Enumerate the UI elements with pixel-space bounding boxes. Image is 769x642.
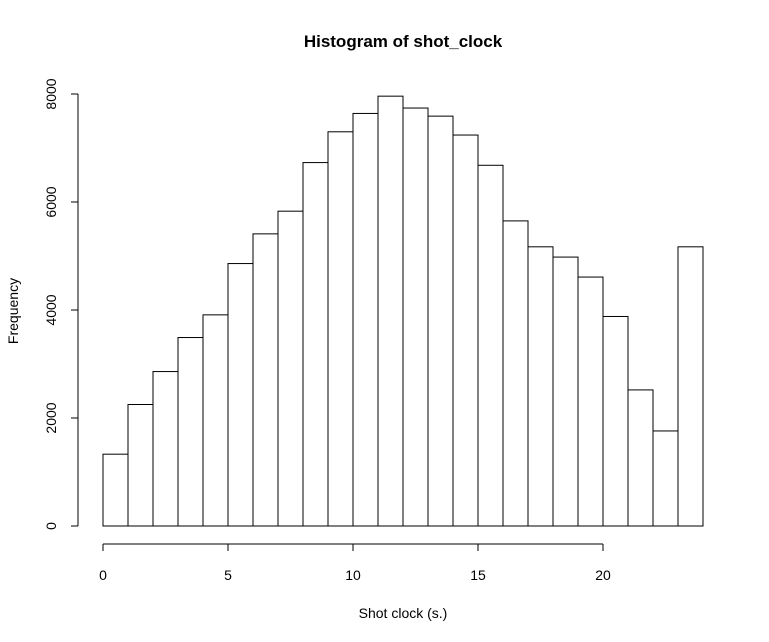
histogram-bar bbox=[402, 107, 429, 527]
y-tick-label: 4000 bbox=[43, 294, 59, 325]
bars-group bbox=[102, 95, 704, 527]
histogram-bar bbox=[352, 112, 379, 527]
x-tick-label: 10 bbox=[345, 567, 361, 583]
x-tick-label: 0 bbox=[99, 567, 107, 583]
histogram-bar bbox=[327, 131, 354, 527]
histogram-bar bbox=[652, 430, 679, 527]
histogram-bar bbox=[252, 233, 279, 527]
histogram-bar bbox=[377, 95, 404, 527]
histogram-bar bbox=[427, 115, 454, 527]
y-tick-label: 8000 bbox=[43, 78, 59, 109]
x-axis: 0 5 10 15 20 bbox=[99, 543, 611, 583]
histogram-bar bbox=[202, 314, 229, 527]
y-axis: 0 2000 4000 6000 8000 bbox=[43, 78, 79, 530]
chart-title: Histogram of shot_clock bbox=[304, 32, 503, 51]
histogram-bar bbox=[627, 389, 654, 527]
x-tick-label: 15 bbox=[470, 567, 486, 583]
histogram-bar bbox=[227, 263, 254, 527]
histogram-bar bbox=[177, 337, 204, 527]
histogram-bar bbox=[152, 371, 179, 527]
histogram-bar bbox=[127, 404, 154, 527]
histogram-bar bbox=[477, 164, 504, 527]
histogram-bar bbox=[527, 246, 554, 527]
y-tick-label: 0 bbox=[43, 522, 59, 530]
y-tick-label: 2000 bbox=[43, 402, 59, 433]
histogram-bar bbox=[277, 210, 304, 527]
histogram-bar bbox=[452, 134, 479, 527]
y-axis-label: Frequency bbox=[5, 278, 21, 344]
x-axis-label: Shot clock (s.) bbox=[359, 605, 448, 621]
histogram-bar bbox=[677, 246, 704, 527]
y-tick-label: 6000 bbox=[43, 186, 59, 217]
x-tick-label: 20 bbox=[595, 567, 611, 583]
histogram-bar bbox=[302, 162, 329, 527]
x-tick-label: 5 bbox=[224, 567, 232, 583]
histogram-bar bbox=[102, 453, 129, 527]
histogram-bar bbox=[502, 220, 529, 527]
histogram-bar bbox=[552, 256, 579, 527]
histogram-bar bbox=[577, 276, 604, 527]
histogram-bar bbox=[602, 315, 629, 527]
